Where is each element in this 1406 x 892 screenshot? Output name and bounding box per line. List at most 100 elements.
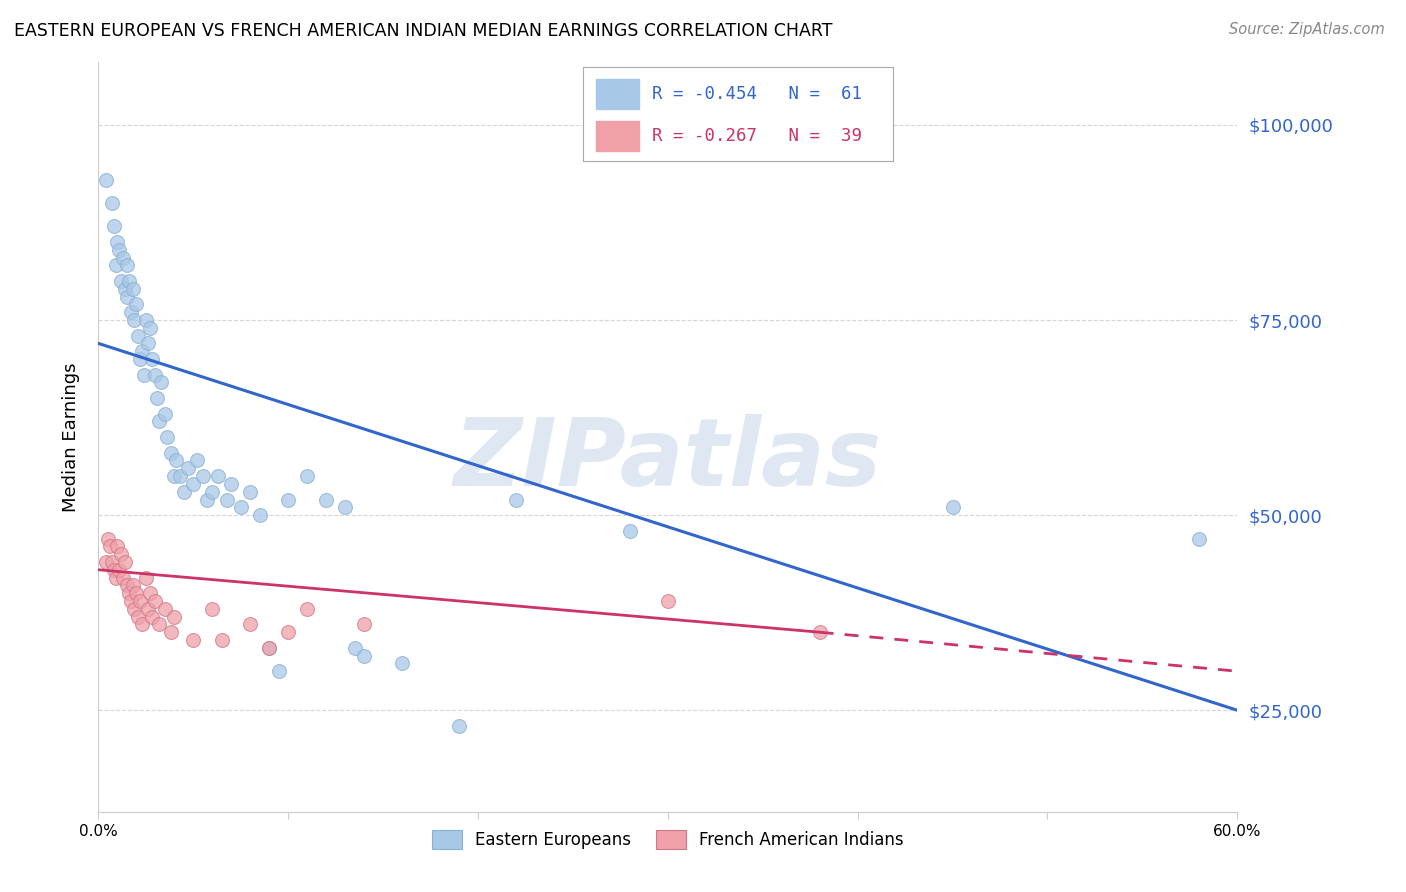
Point (201, 602, 224, 616)
Text: ZIPatlas: ZIPatlas (454, 414, 882, 506)
Point (112, 251, 135, 265)
Point (97, 532, 120, 546)
Point (191, 469, 214, 483)
Point (156, 430, 179, 444)
Point (449, 719, 471, 733)
Point (277, 625, 299, 640)
Point (176, 461, 198, 475)
Text: R = -0.454   N =  61: R = -0.454 N = 61 (651, 85, 862, 103)
Point (115, 578, 138, 592)
Point (201, 484, 224, 499)
Point (159, 625, 181, 640)
Point (145, 368, 167, 382)
Bar (596, 121, 640, 152)
Text: Source: ZipAtlas.com: Source: ZipAtlas.com (1229, 22, 1385, 37)
Point (120, 594, 142, 608)
Point (103, 219, 125, 234)
Y-axis label: Median Earnings: Median Earnings (62, 362, 80, 512)
Point (153, 602, 176, 616)
Point (104, 571, 127, 585)
Point (163, 609, 186, 624)
Point (249, 508, 271, 523)
Point (98, 539, 121, 553)
Point (110, 274, 132, 288)
Point (343, 640, 366, 655)
Point (259, 640, 281, 655)
Point (108, 243, 131, 257)
Point (217, 492, 239, 507)
Point (131, 344, 153, 359)
Point (138, 320, 160, 334)
Text: EASTERN EUROPEAN VS FRENCH AMERICAN INDIAN MEDIAN EARNINGS CORRELATION CHART: EASTERN EUROPEAN VS FRENCH AMERICAN INDI… (14, 22, 832, 40)
Point (207, 469, 229, 483)
Point (259, 640, 281, 655)
Point (115, 259, 138, 273)
Point (353, 617, 375, 632)
Point (107, 539, 129, 553)
Point (297, 469, 319, 483)
Point (136, 602, 159, 616)
Point (127, 328, 149, 343)
Point (141, 351, 163, 366)
Point (619, 524, 641, 538)
Point (353, 648, 375, 663)
Point (107, 235, 129, 249)
Point (118, 274, 141, 288)
Point (239, 617, 262, 632)
Point (808, 625, 831, 640)
Point (103, 563, 125, 577)
Point (183, 633, 205, 648)
Point (165, 453, 187, 467)
Point (125, 297, 148, 311)
Point (1188, 532, 1211, 546)
Point (150, 376, 173, 390)
Point (138, 586, 160, 600)
Point (186, 453, 208, 467)
Point (221, 476, 243, 491)
Point (391, 657, 413, 671)
Point (129, 351, 152, 366)
Point (115, 289, 138, 303)
Point (297, 602, 319, 616)
Point (141, 609, 163, 624)
Point (135, 313, 157, 327)
Point (132, 368, 155, 382)
Point (124, 313, 146, 327)
Point (121, 578, 143, 592)
Point (267, 664, 290, 679)
Point (131, 617, 153, 632)
Point (657, 594, 679, 608)
Point (211, 633, 233, 648)
Point (125, 586, 148, 600)
Text: R = -0.267   N =  39: R = -0.267 N = 39 (651, 128, 862, 145)
Point (129, 594, 152, 608)
Point (100, 195, 122, 210)
Point (148, 617, 170, 632)
Point (146, 391, 169, 405)
Point (120, 305, 142, 319)
Point (108, 563, 131, 577)
Point (114, 282, 136, 296)
Point (183, 476, 205, 491)
Point (239, 484, 262, 499)
Point (114, 555, 136, 569)
Point (173, 484, 195, 499)
Point (136, 336, 159, 351)
Point (110, 547, 132, 561)
Point (153, 407, 176, 421)
Point (112, 571, 135, 585)
Point (104, 259, 127, 273)
Point (942, 500, 965, 515)
Point (277, 492, 299, 507)
Point (229, 500, 252, 515)
Point (148, 414, 170, 429)
Point (505, 492, 527, 507)
Point (195, 492, 218, 507)
Point (124, 602, 146, 616)
Point (135, 571, 157, 585)
Point (169, 469, 191, 483)
Point (163, 469, 186, 483)
Point (159, 446, 181, 460)
Point (100, 555, 122, 569)
Point (121, 282, 143, 296)
